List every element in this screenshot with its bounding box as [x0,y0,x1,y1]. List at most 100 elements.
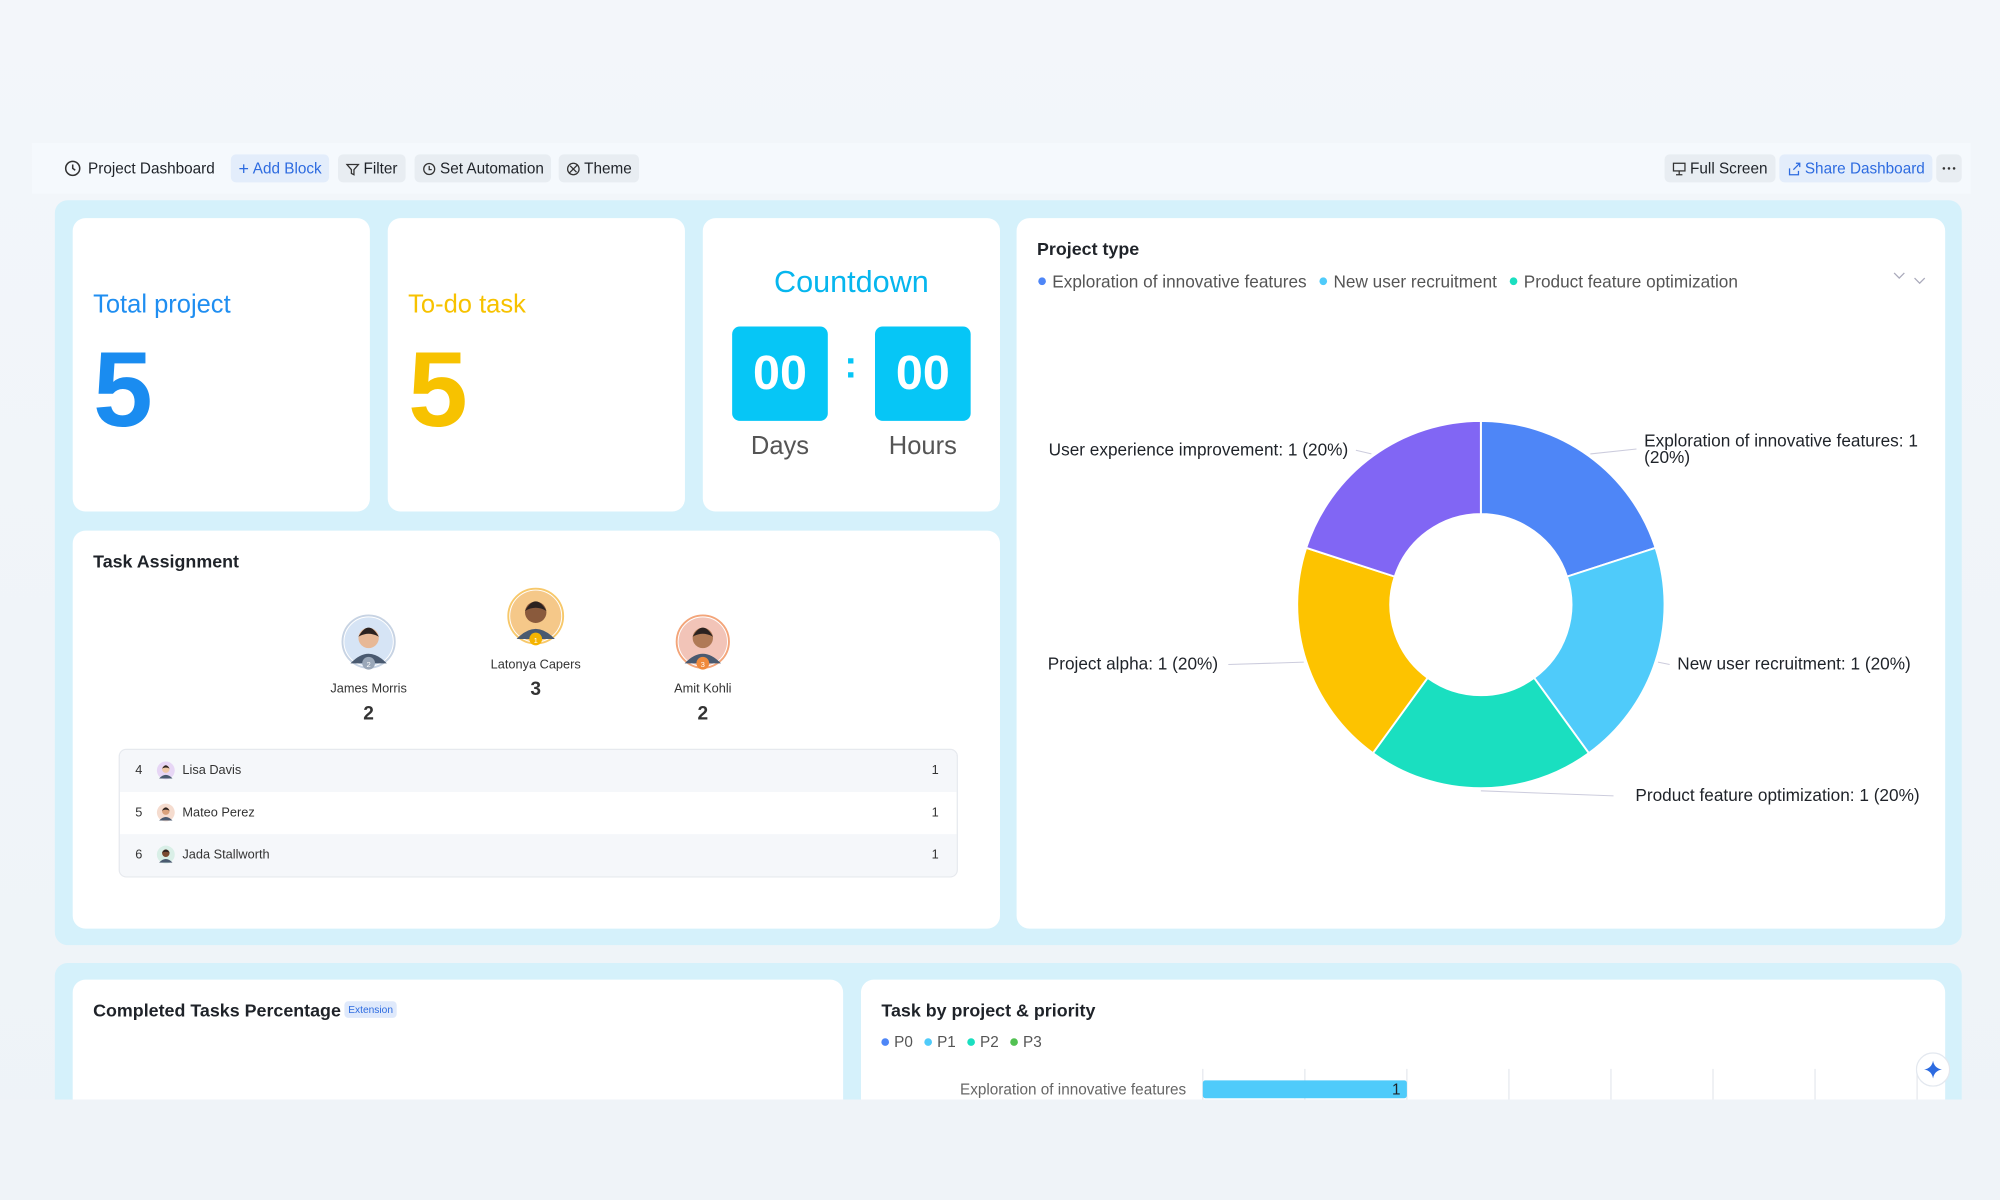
toolbar: Project Dashboard + Add Block Filter Set … [31,142,1971,194]
avatar [344,617,393,666]
list-row: 4 Lisa Davis 1 [119,749,957,793]
button-label: Full Screen [1690,159,1768,178]
rank-number: 6 [135,848,143,863]
share-button[interactable]: Share Dashboard [1779,154,1933,183]
countdown-title: Countdown [773,265,929,300]
data-label: User experience improvement: 1 (20%) [1048,440,1349,460]
countdown-card: Countdown 00 : 00 Days Hours [702,218,1000,512]
data-label: Product feature optimization: 1 (20%) [1635,785,1920,805]
leader-line [1590,448,1637,455]
button-label: Add Block [252,159,322,178]
legend-dot [1010,1038,1018,1046]
button-label: Theme [584,159,632,178]
avatar [156,803,175,822]
data-label: 1 [1392,1081,1401,1098]
person-name: James Morris [330,682,407,697]
legend-dot [924,1038,932,1046]
pie-chart: Exploration of innovative features New us… [1038,272,1926,797]
rank-number: 3 [701,660,705,669]
avatar-icon [156,761,175,780]
rank-number: 2 [366,660,370,669]
avatar-hair [162,807,170,811]
bar [1202,1080,1407,1099]
task-count: 2 [697,702,709,725]
person-name: Jada Stallworth [182,848,270,863]
task-count: 3 [530,678,542,701]
card-title: Task by project & priority [881,999,1096,1021]
hours-box: 00 [874,326,971,421]
legend-pager[interactable] [1893,272,1926,285]
pie-slice [1371,676,1591,790]
avatar-hair [358,627,379,637]
days-label: Days [750,432,810,461]
legend-label: Exploration of innovative features [1052,272,1306,292]
rank-number: 5 [135,806,143,821]
avatar-body [159,816,173,821]
legend-label: P2 [980,1034,999,1051]
filter-button[interactable]: Filter [338,154,406,183]
avatar [156,845,175,864]
person-name: Latonya Capers [490,658,581,673]
task-count: 1 [931,764,939,779]
card-value: 5 [408,329,468,449]
hours-label: Hours [888,432,957,461]
legend-dot [1038,277,1046,286]
separator: : [844,344,858,387]
person-name: Lisa Davis [182,764,242,779]
legend-label: P0 [894,1034,913,1051]
avatar [156,761,175,780]
clock-icon [64,160,81,177]
card-title: Project type [1036,238,1140,259]
data-label: Exploration of innovative features: 1 (2… [1644,431,1918,467]
leader-line [1355,449,1372,455]
avatar [678,617,728,666]
avatar-body [159,859,173,863]
avatar-hair [692,627,713,637]
leader-line [1228,661,1304,666]
project-type-card: Project type Exploration of innovative f… [1016,218,1946,929]
legend-label: New user recruitment [1333,272,1497,292]
avatar-icon [156,803,175,822]
legend-label: Product feature optimization [1524,272,1738,292]
legend-dot [1319,277,1328,286]
add-block-button[interactable]: + Add Block [230,154,330,183]
rank-number: 4 [135,764,143,779]
person-name: Mateo Perez [182,806,255,821]
podium: 2 1 3 [341,587,730,670]
theme-button[interactable]: Theme [558,154,640,183]
y-tick-label: Exploration of innovative features [960,1081,1187,1098]
rank-badge [529,632,543,646]
legend-dot [967,1038,975,1046]
days-box: 00 [732,326,828,421]
card-label: Total project [93,290,231,319]
todo-card: To-do task 5 [387,218,685,512]
assistant-button[interactable] [1915,1052,1951,1087]
legend-dot [881,1038,890,1046]
leader-line [1480,790,1614,797]
dashboard-title: Project Dashboard [88,159,215,178]
rank-badge [362,656,375,670]
automation-button[interactable]: Set Automation [414,154,552,183]
more-button[interactable] [1936,154,1962,183]
card-label: To-do task [408,290,526,319]
avatar-icon [156,845,175,864]
leader-line [1657,661,1670,666]
avatar-body [159,774,173,779]
avatar-hair [524,601,547,611]
legend-label: P1 [937,1034,956,1051]
legend-dot [1509,277,1518,286]
avatar-hair [162,765,170,769]
task-count: 2 [363,702,374,725]
data-label: Project alpha: 1 (20%) [1047,654,1219,674]
button-label: Share Dashboard [1804,159,1925,178]
list-row: 5 Mateo Perez 1 [119,792,957,835]
person-name: Amit Kohli [674,682,732,697]
task-count: 1 [931,848,939,863]
total-card: Total project 5 [72,218,370,512]
avatar-hair [162,849,170,853]
list-row: 6 Jada Stallworth 1 [119,834,957,877]
badge: Extension [344,1001,397,1018]
card-title: Completed Tasks Percentage [93,999,341,1021]
full-screen-button[interactable]: Full Screen [1664,154,1776,183]
